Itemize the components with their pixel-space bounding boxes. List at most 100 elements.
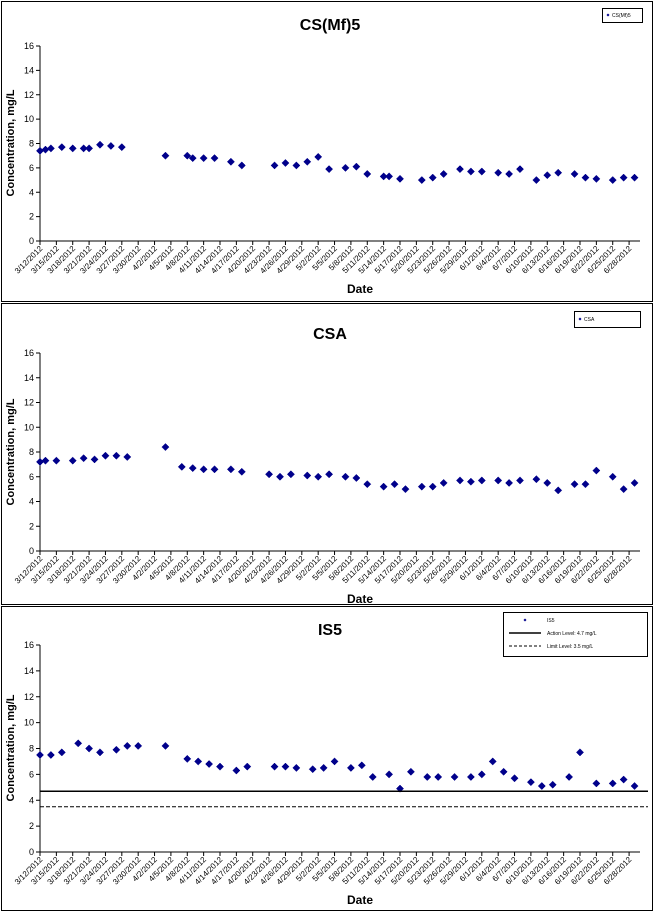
- data-point: [96, 140, 104, 149]
- y-axis-title: Concentration, mg/L: [5, 89, 17, 196]
- data-point: [357, 761, 366, 770]
- data-point: [548, 780, 557, 789]
- data-point: [205, 760, 214, 768]
- data-point: [608, 779, 617, 788]
- data-point: [183, 151, 192, 160]
- y-tick-label: 12: [24, 90, 34, 100]
- data-point: [79, 454, 88, 463]
- data-point: [303, 471, 312, 480]
- data-point: [36, 751, 44, 759]
- data-point: [592, 779, 601, 788]
- data-point: [188, 154, 197, 163]
- data-point: [417, 176, 426, 185]
- data-point: [265, 470, 274, 479]
- data-point: [216, 762, 224, 771]
- chart-panel-2: CSA02468101214163/12/20123/15/20123/18/2…: [1, 303, 653, 606]
- data-point: [68, 456, 77, 465]
- data-point: [352, 474, 361, 482]
- chart-panel-1: CS(Mf)502468101214163/12/20123/15/20123/…: [1, 1, 653, 302]
- data-point: [237, 161, 246, 170]
- legend-label: CS(Mf)5: [612, 13, 631, 19]
- data-point: [592, 466, 601, 475]
- data-point: [123, 452, 132, 461]
- data-point: [488, 757, 497, 766]
- data-point: [96, 748, 104, 757]
- data-point: [543, 478, 552, 487]
- data-point: [477, 770, 486, 779]
- data-point: [177, 462, 186, 471]
- data-point: [90, 455, 99, 464]
- data-point: [194, 757, 203, 766]
- data-point: [516, 165, 524, 174]
- data-point: [210, 465, 219, 474]
- y-tick-label: 16: [24, 41, 34, 51]
- data-point: [576, 748, 584, 757]
- data-point: [532, 176, 541, 185]
- data-point: [79, 144, 88, 153]
- y-tick-label: 14: [24, 373, 34, 383]
- data-point: [188, 464, 197, 473]
- legend-box: [574, 311, 641, 328]
- data-point: [526, 778, 535, 787]
- chart-legend: CSA: [574, 311, 641, 328]
- data-point: [532, 475, 541, 484]
- data-point: [199, 465, 208, 474]
- legend-marker: [606, 13, 610, 17]
- chart-title: IS5: [318, 622, 342, 639]
- data-point: [450, 773, 459, 781]
- data-point: [112, 451, 121, 460]
- y-tick-label: 4: [29, 187, 34, 197]
- legend-marker: [523, 618, 527, 622]
- data-point: [134, 741, 143, 750]
- y-tick-label: 12: [24, 692, 34, 702]
- data-point: [477, 476, 486, 485]
- data-point: [406, 767, 415, 776]
- data-point: [57, 748, 66, 757]
- y-tick-label: 6: [29, 472, 34, 482]
- data-point: [74, 739, 83, 748]
- data-point: [341, 472, 350, 481]
- legend-label: Limit Level: 3.5 mg/L: [547, 644, 593, 650]
- data-point: [183, 754, 192, 763]
- data-point: [161, 151, 170, 160]
- legend-label: CSA: [584, 317, 595, 323]
- y-tick-label: 14: [24, 65, 34, 75]
- data-point: [630, 173, 639, 182]
- data-point: [581, 173, 590, 182]
- data-point: [123, 741, 132, 750]
- data-point: [385, 172, 394, 181]
- data-point: [390, 480, 399, 489]
- legend-box: [602, 8, 643, 23]
- chart-title: CS(Mf)5: [300, 17, 361, 34]
- data-point: [630, 478, 639, 487]
- data-point: [428, 173, 437, 182]
- data-point: [363, 480, 372, 489]
- legend-label: IS5: [547, 618, 555, 624]
- data-point: [237, 467, 246, 476]
- data-point: [330, 757, 339, 766]
- y-tick-label: 10: [24, 422, 34, 432]
- data-point: [85, 744, 94, 753]
- y-tick-label: 14: [24, 666, 34, 676]
- data-point: [423, 773, 432, 781]
- data-point: [352, 162, 361, 171]
- data-point: [68, 144, 77, 153]
- y-tick-label: 6: [29, 769, 34, 779]
- data-point: [439, 478, 448, 487]
- data-point: [276, 472, 284, 481]
- data-point: [106, 141, 115, 150]
- y-axis-title: Concentration, mg/L: [5, 398, 17, 505]
- data-point: [456, 165, 464, 174]
- chart-legend: CS(Mf)5: [602, 8, 643, 23]
- data-point: [270, 762, 279, 771]
- data-point: [554, 168, 563, 177]
- data-point: [592, 174, 601, 183]
- y-tick-label: 4: [29, 497, 34, 507]
- panel-frame: [1, 606, 653, 911]
- data-point: [101, 451, 110, 460]
- y-tick-label: 12: [24, 398, 34, 408]
- y-tick-label: 8: [29, 139, 34, 149]
- data-point: [379, 172, 388, 181]
- data-point: [505, 478, 514, 487]
